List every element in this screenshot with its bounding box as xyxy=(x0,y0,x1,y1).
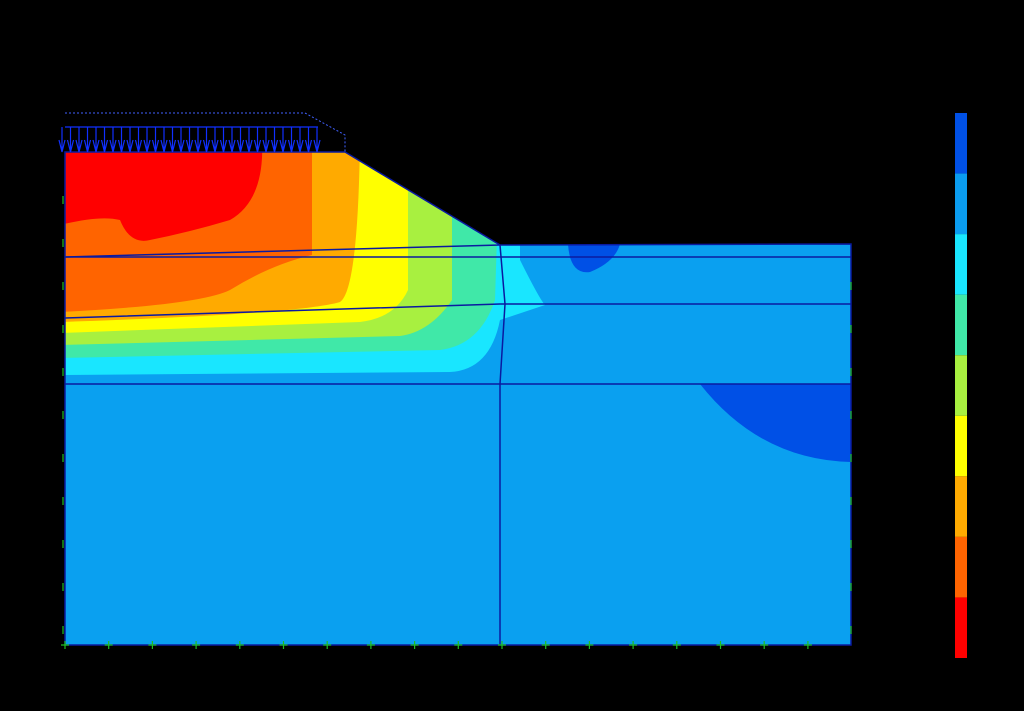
load-arrow xyxy=(304,127,313,153)
support xyxy=(323,641,332,649)
legend-swatch xyxy=(955,476,967,537)
legend-swatch xyxy=(955,536,967,598)
support xyxy=(760,641,769,649)
load-arrow xyxy=(236,127,245,153)
load-arrow xyxy=(185,127,194,153)
load-arrow xyxy=(313,127,321,153)
support xyxy=(410,641,419,649)
support xyxy=(541,641,550,649)
support xyxy=(104,641,113,649)
load-arrow xyxy=(279,127,287,153)
contour-band xyxy=(700,384,851,462)
supports xyxy=(61,196,852,649)
load-arrow xyxy=(211,127,219,153)
load-arrow xyxy=(92,127,100,153)
support xyxy=(629,641,638,649)
load-arrow xyxy=(151,127,160,153)
support xyxy=(235,641,244,649)
load-outline xyxy=(65,112,346,152)
load-arrow xyxy=(177,127,185,153)
load-arrows xyxy=(58,126,321,153)
load-arrow xyxy=(134,127,143,153)
load-arrow xyxy=(245,127,253,153)
support xyxy=(61,641,69,649)
load-arrow xyxy=(296,127,304,153)
support xyxy=(672,641,681,649)
legend-swatch xyxy=(955,173,967,235)
load-arrow xyxy=(253,127,262,153)
load-arrow xyxy=(126,127,134,153)
load-arrow xyxy=(270,127,279,153)
support xyxy=(279,641,288,649)
load-arrow xyxy=(143,127,151,153)
load-arrow xyxy=(75,127,83,153)
load-arrow xyxy=(287,127,296,153)
legend-swatch xyxy=(955,355,967,416)
layer-line xyxy=(64,303,851,319)
contour-band xyxy=(568,244,620,273)
load-arrow xyxy=(194,127,202,153)
load-arrow xyxy=(66,127,75,153)
legend-swatch xyxy=(955,294,967,356)
support xyxy=(454,641,463,649)
support xyxy=(148,641,157,649)
support xyxy=(716,641,725,649)
load-arrow xyxy=(168,127,177,153)
legend-swatch xyxy=(955,415,967,477)
load-arrow xyxy=(262,127,270,153)
legend-swatch xyxy=(955,113,967,174)
load-arrow xyxy=(228,127,236,153)
support xyxy=(803,641,812,649)
legend xyxy=(955,113,967,658)
load-arrow xyxy=(58,127,66,153)
support xyxy=(585,641,594,649)
load-arrow xyxy=(109,127,117,153)
support xyxy=(366,641,375,649)
section-line xyxy=(499,244,506,645)
layer-line xyxy=(64,244,501,258)
load-arrow xyxy=(219,127,228,153)
support xyxy=(192,641,201,649)
legend-swatch xyxy=(955,597,967,658)
contour-band xyxy=(65,152,263,241)
load-arrow xyxy=(202,127,211,153)
load-arrow xyxy=(160,127,168,153)
load-arrow xyxy=(100,127,109,153)
load-arrow xyxy=(83,127,92,153)
legend-swatch xyxy=(955,234,967,295)
load-arrow xyxy=(117,127,126,153)
support xyxy=(498,641,506,649)
